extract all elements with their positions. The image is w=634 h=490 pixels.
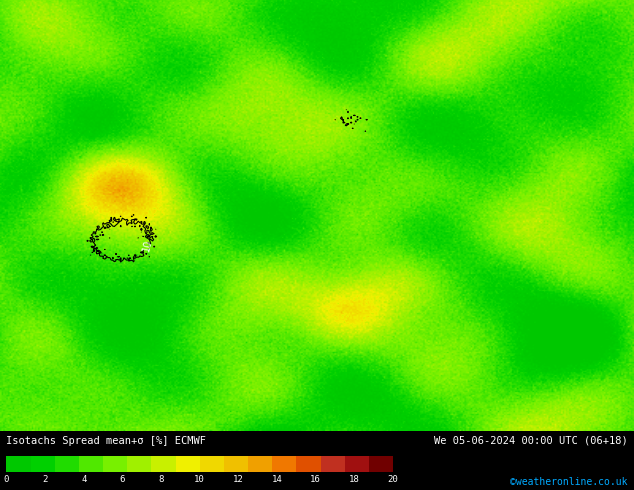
Text: 16: 16	[311, 475, 321, 484]
FancyBboxPatch shape	[321, 456, 345, 472]
FancyBboxPatch shape	[176, 456, 200, 472]
FancyBboxPatch shape	[127, 456, 152, 472]
Text: 14: 14	[272, 475, 282, 484]
FancyBboxPatch shape	[297, 456, 321, 472]
FancyBboxPatch shape	[79, 456, 103, 472]
Text: We 05-06-2024 00:00 UTC (06+18): We 05-06-2024 00:00 UTC (06+18)	[434, 436, 628, 446]
Text: 12: 12	[233, 475, 243, 484]
FancyBboxPatch shape	[345, 456, 369, 472]
Text: 4: 4	[81, 475, 86, 484]
FancyBboxPatch shape	[272, 456, 297, 472]
Text: 10: 10	[195, 475, 205, 484]
Text: 6: 6	[120, 475, 125, 484]
Text: 10: 10	[141, 238, 153, 252]
FancyBboxPatch shape	[30, 456, 55, 472]
FancyBboxPatch shape	[248, 456, 272, 472]
FancyBboxPatch shape	[152, 456, 176, 472]
Text: 20: 20	[388, 475, 398, 484]
FancyBboxPatch shape	[369, 456, 393, 472]
FancyBboxPatch shape	[55, 456, 79, 472]
Text: 8: 8	[158, 475, 164, 484]
Text: 0: 0	[4, 475, 9, 484]
Text: Isotachs Spread mean+σ [%] ECMWF: Isotachs Spread mean+σ [%] ECMWF	[6, 436, 206, 446]
FancyBboxPatch shape	[103, 456, 127, 472]
Text: 2: 2	[42, 475, 48, 484]
Text: ©weatheronline.co.uk: ©weatheronline.co.uk	[510, 477, 628, 487]
FancyBboxPatch shape	[224, 456, 248, 472]
Text: 18: 18	[349, 475, 359, 484]
FancyBboxPatch shape	[200, 456, 224, 472]
FancyBboxPatch shape	[6, 456, 30, 472]
